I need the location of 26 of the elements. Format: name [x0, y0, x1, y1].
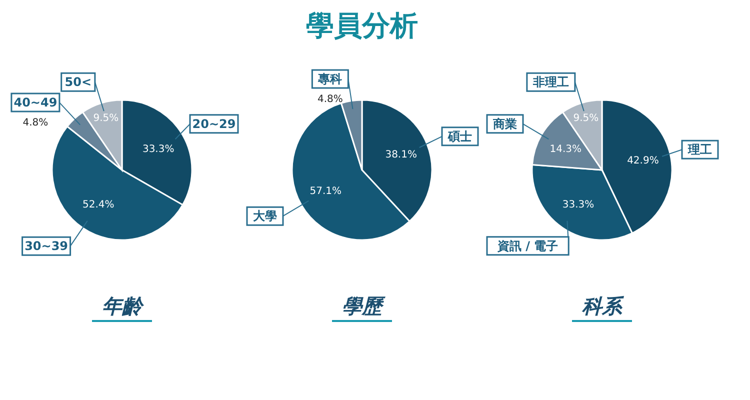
data-label: 33.3%: [562, 200, 594, 211]
slice-label: 理工: [687, 142, 712, 157]
text: 學歷: [342, 294, 386, 318]
data-label: 9.5%: [93, 112, 119, 124]
slice-label: 非理工: [532, 75, 569, 90]
slice-label: 20~29: [192, 116, 236, 131]
slice-label: 大學: [253, 209, 277, 224]
data-label: 57.1%: [310, 186, 342, 198]
data-label: 42.9%: [627, 156, 659, 167]
data-label: 14.3%: [550, 144, 582, 155]
data-label: 33.3%: [142, 144, 174, 155]
slice-label: 商業: [492, 116, 517, 131]
data-label: 52.4%: [82, 200, 114, 211]
chart-title: 學員分析: [306, 9, 418, 42]
slice-label: 資訊 / 電子: [496, 238, 558, 253]
slice-label: 碩士: [447, 129, 472, 144]
data-label: 9.5%: [573, 112, 599, 124]
text: 科系: [581, 294, 625, 318]
data-label: 38.1%: [385, 150, 417, 161]
data-label: 4.8%: [317, 94, 343, 106]
slice-label: 專科: [317, 72, 342, 86]
slice-label: 30~39: [24, 239, 68, 254]
slice-label: 50<: [64, 75, 92, 90]
data-label: 4.8%: [22, 118, 48, 129]
text: 年齡: [102, 294, 145, 318]
slice-label: 40~49: [14, 96, 58, 110]
